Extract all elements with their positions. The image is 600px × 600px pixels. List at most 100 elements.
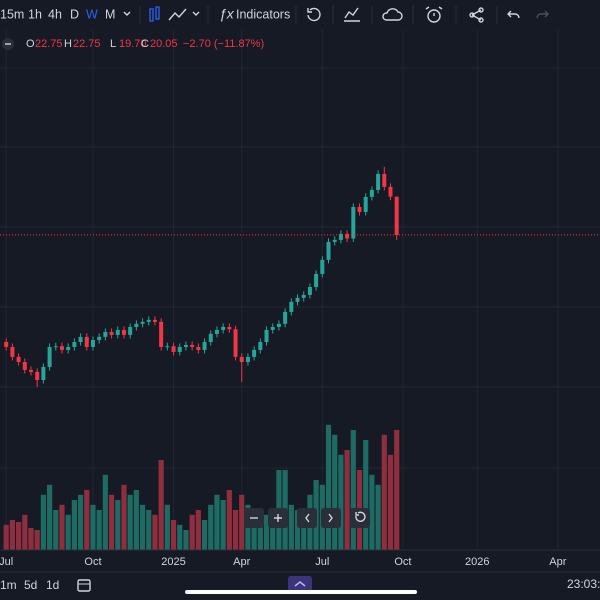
candle-body: [190, 344, 195, 347]
candle-body: [183, 344, 188, 347]
candle-body: [295, 297, 300, 302]
chart-type-button[interactable]: [149, 6, 160, 22]
volume-bar: [164, 504, 170, 550]
candle-body: [66, 346, 71, 350]
candle-body: [314, 273, 319, 287]
range-button[interactable]: 1m: [0, 578, 17, 592]
replay-button[interactable]: [307, 7, 321, 22]
interval-button[interactable]: W: [86, 7, 98, 21]
volume-bar: [28, 528, 34, 550]
scroll-left-button[interactable]: [297, 508, 317, 528]
reset-icon: [355, 511, 366, 522]
interval-button[interactable]: 4h: [48, 7, 62, 21]
candle-body: [115, 329, 120, 335]
volume-bar: [96, 510, 102, 550]
candle-body: [128, 326, 133, 335]
volume-bar: [170, 520, 177, 550]
legend-value: 22.75: [35, 38, 63, 50]
volume-bar: [40, 494, 46, 550]
drawing-tool-button[interactable]: [168, 8, 187, 21]
volume-bar: [387, 454, 394, 550]
reset-button[interactable]: [350, 508, 370, 528]
undo-button[interactable]: [507, 10, 520, 19]
volume-bar: [189, 514, 195, 550]
volume-bar: [270, 510, 276, 550]
compare-button[interactable]: [344, 7, 360, 22]
grid: [0, 30, 600, 550]
volume-bar: [239, 494, 245, 550]
candle-body: [109, 331, 114, 335]
expand-panel-button[interactable]: [288, 576, 312, 592]
x-tick-label: Oct: [394, 556, 411, 568]
candle-body: [363, 196, 368, 212]
candle-body: [264, 329, 269, 342]
interval-button[interactable]: 15m: [0, 7, 24, 21]
volume-bar: [115, 500, 121, 550]
volume-bar: [59, 504, 65, 550]
volume-bar: [226, 490, 232, 550]
candle-body: [376, 173, 381, 190]
legend-key: C: [141, 38, 149, 50]
candle-body: [258, 342, 263, 350]
legend-key: L: [110, 38, 116, 50]
alert-button[interactable]: [425, 6, 443, 23]
candle-body: [245, 356, 250, 362]
volume-bar: [46, 484, 53, 550]
volume-bar: [263, 514, 270, 550]
candle-body: [78, 336, 83, 342]
volume-bar: [121, 484, 127, 550]
interval-group: 15m 1h 4h D W M: [0, 7, 115, 21]
scroll-right-button[interactable]: [321, 508, 341, 528]
candle-body: [239, 356, 244, 362]
volume-bar: [288, 504, 294, 550]
candle-body: [221, 326, 226, 330]
candle-body: [28, 369, 33, 372]
candle-body: [326, 241, 331, 260]
volume-bar: [344, 450, 350, 550]
interval-button[interactable]: 1h: [28, 7, 42, 21]
candle-body: [90, 340, 95, 347]
range-group: 1m 5d 1d: [0, 578, 59, 592]
volume-bar: [15, 522, 22, 550]
legend-value: 22.75: [73, 38, 101, 50]
candle-body: [16, 356, 21, 362]
legend-value: 20.05: [150, 38, 178, 50]
home-indicator: [185, 590, 417, 594]
x-tick-label: Oct: [84, 556, 101, 568]
calendar-button[interactable]: [77, 579, 91, 592]
volume-bar: [3, 524, 9, 550]
volume-bar: [102, 474, 108, 550]
candle-body: [338, 233, 343, 240]
candle-body: [301, 294, 306, 298]
redo-button[interactable]: [536, 10, 549, 19]
fx-icon[interactable]: ƒx: [219, 6, 235, 22]
indicators-button[interactable]: Indicators: [236, 7, 290, 21]
drawing-dropdown[interactable]: [192, 11, 200, 16]
volume-bar: [301, 520, 307, 550]
x-tick-label: Apr: [549, 556, 566, 568]
candle-body: [97, 336, 102, 341]
cloud-button[interactable]: [382, 8, 403, 21]
volume-bar: [34, 530, 40, 550]
share-button[interactable]: [469, 7, 484, 23]
candle-body: [146, 319, 151, 322]
x-tick-label: Jul: [315, 556, 329, 568]
range-button[interactable]: 5d: [24, 578, 37, 592]
candle-body: [59, 346, 64, 350]
candle-body: [357, 206, 362, 212]
candle-body: [171, 346, 176, 352]
volume-bar: [90, 504, 96, 550]
volume-bar: [375, 484, 381, 550]
x-tick-label: Jul: [0, 556, 13, 568]
volume-bar: [71, 500, 77, 550]
range-button[interactable]: 1d: [46, 578, 59, 592]
chevron-up-icon: [294, 580, 306, 587]
volume-bar: [381, 434, 387, 550]
interval-button[interactable]: D: [70, 7, 79, 21]
volume-bar: [183, 530, 189, 550]
interval-button[interactable]: M: [105, 7, 115, 21]
interval-dropdown[interactable]: [123, 11, 131, 16]
volume-bar: [152, 514, 158, 550]
